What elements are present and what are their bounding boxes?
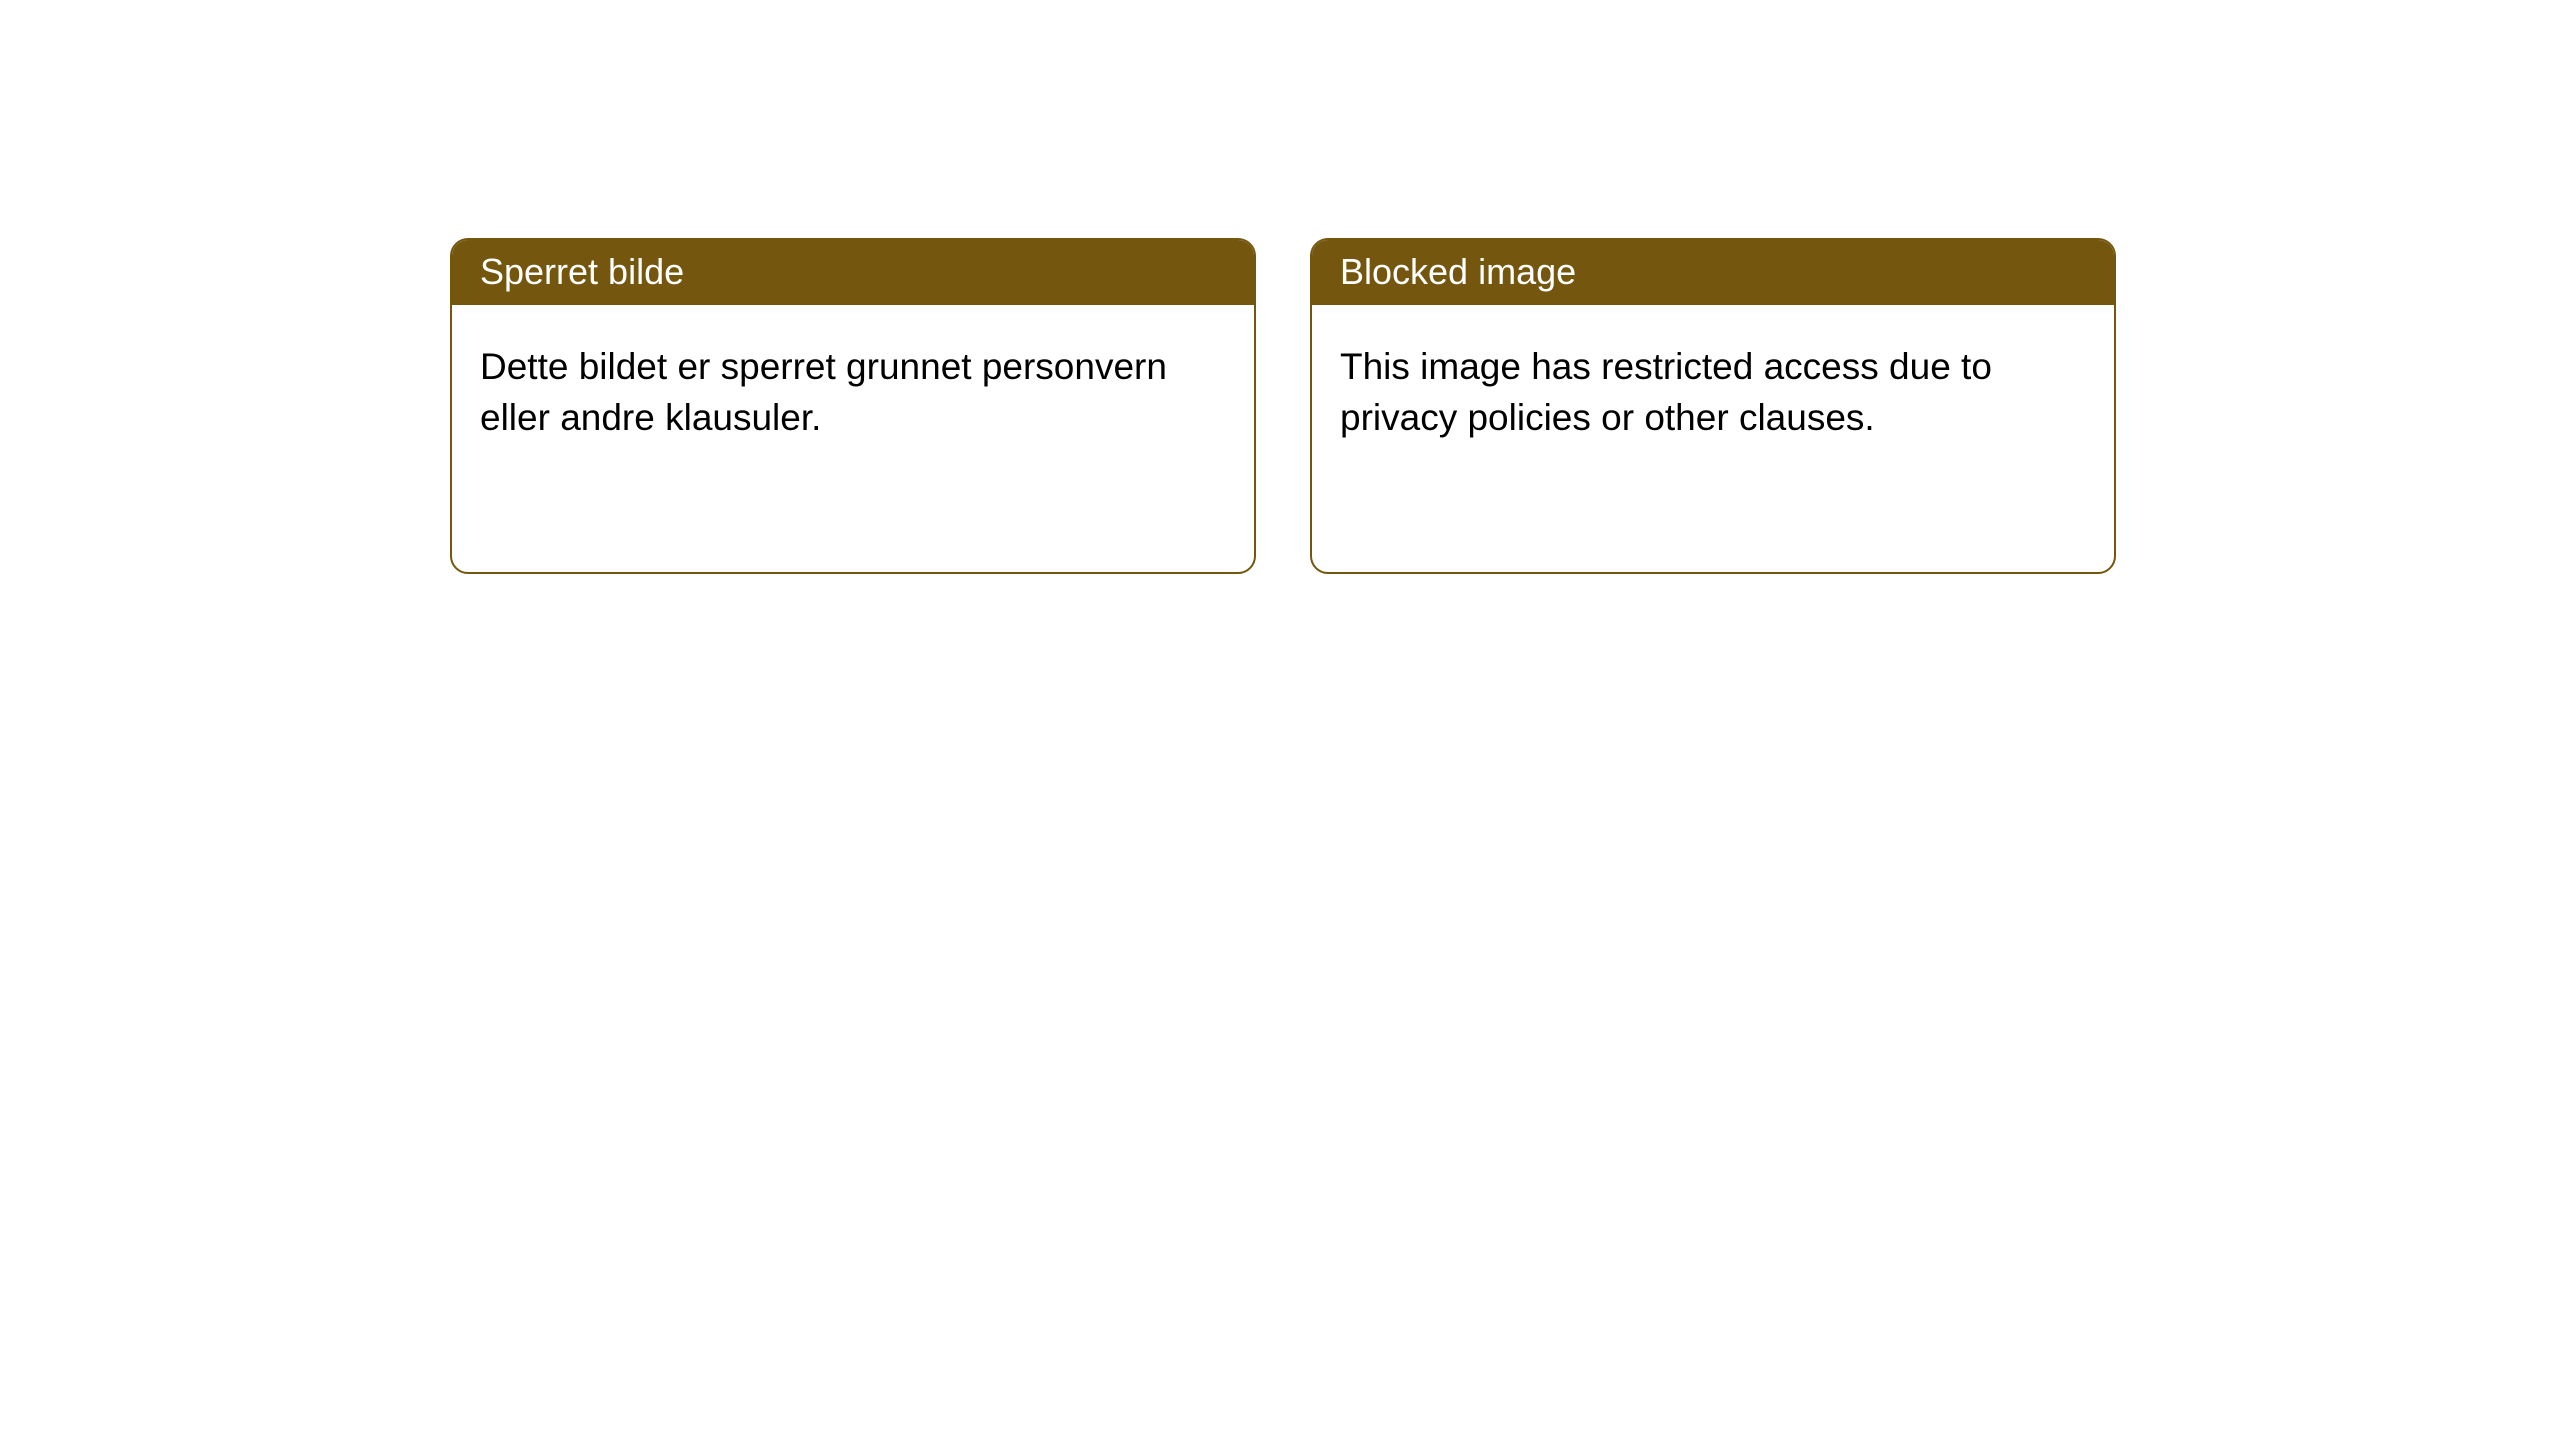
notice-title-english: Blocked image xyxy=(1312,240,2114,305)
notice-body-english: This image has restricted access due to … xyxy=(1312,305,2114,479)
notice-body-norwegian: Dette bildet er sperret grunnet personve… xyxy=(452,305,1254,479)
notice-card-norwegian: Sperret bilde Dette bildet er sperret gr… xyxy=(450,238,1256,574)
notice-title-norwegian: Sperret bilde xyxy=(452,240,1254,305)
notice-card-english: Blocked image This image has restricted … xyxy=(1310,238,2116,574)
notice-container: Sperret bilde Dette bildet er sperret gr… xyxy=(0,0,2560,574)
